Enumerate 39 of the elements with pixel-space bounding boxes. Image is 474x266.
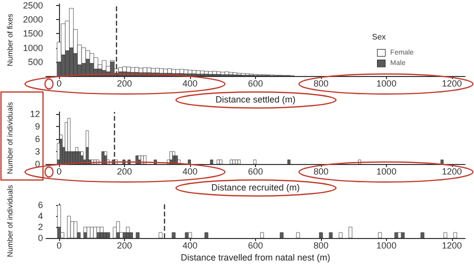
x-tick-label: 600 [248,166,264,176]
x-tick-label: 1200 [442,78,462,88]
x-tick-label: 400 [182,240,198,250]
x-tick-label: 800 [313,166,328,176]
y-tick-label: 2500 [22,0,43,10]
x-tick-label: 200 [117,240,132,250]
y-tick-label: 2000 [22,14,43,25]
x-tick-label: 800 [313,78,328,88]
x-tick-label: 1000 [376,240,396,250]
x-tick-label: 200 [117,166,132,176]
x-tick-label: 1000 [376,78,396,88]
x-tick-label: 200 [117,78,132,88]
x-tick-label: 400 [182,166,198,176]
x-tick-label: 600 [248,240,264,250]
x-tick-label: 0 [56,240,62,250]
x-tick-label: 0 [56,78,62,88]
x-axis-title: Distance settled (m) [215,94,296,104]
x-axis-title: Distance recruited (m) [211,182,300,192]
x-tick-label: 1200 [442,166,462,176]
x-tick-label: 1000 [376,166,396,176]
x-tick-label: 800 [313,240,328,250]
y-tick-label: 0 [34,159,40,169]
y-tick-label: 12 [30,109,40,120]
x-tick-label: 1200 [442,240,462,250]
y-tick-label: 9 [34,122,40,132]
legend-title: Sex [372,32,386,42]
y-tick-label: 6 [38,200,43,210]
y-tick-label: 1500 [22,28,43,39]
y-tick-label: 500 [28,56,43,67]
y-tick-label: 3 [34,146,40,157]
y-tick-label: 1000 [22,42,43,53]
y-tick-label: 0 [38,233,43,243]
x-tick-label: 0 [56,166,62,176]
x-tick-label: 400 [182,78,198,88]
y-tick-label: 6 [34,134,40,144]
x-tick-label: 600 [248,78,264,88]
y-tick-label: 2 [38,222,43,232]
x-axis-title: Distance travelled from natal nest (m) [180,252,330,262]
y-tick-label: 4 [38,211,43,222]
